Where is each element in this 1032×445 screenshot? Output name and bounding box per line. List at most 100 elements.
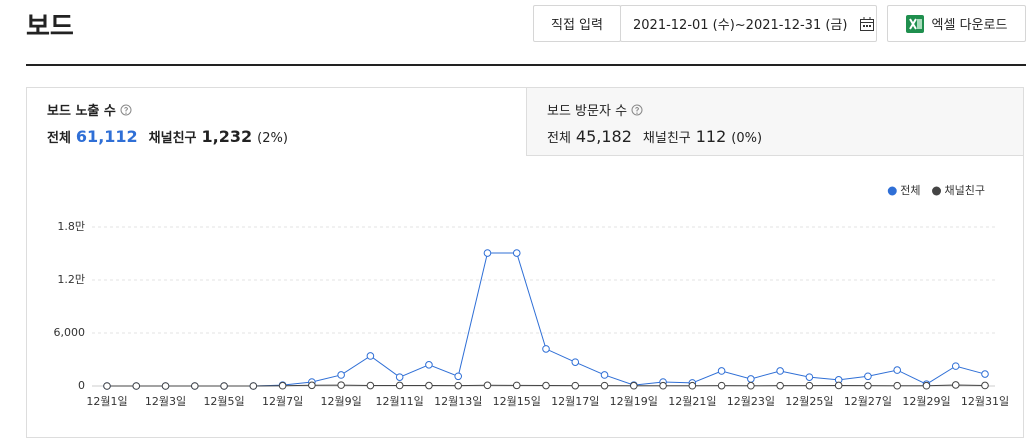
data-point [454, 372, 463, 381]
x-tick-label: 12월5일 [203, 394, 244, 408]
data-point [776, 381, 784, 390]
y-tick-label: 1.2만 [57, 273, 85, 286]
series-line [107, 252, 986, 387]
data-point [864, 372, 872, 381]
x-tick-label: 12월31일 [961, 394, 1009, 408]
legend-marker [932, 186, 942, 196]
tab-title: 보드 방문자 수 [547, 104, 628, 119]
data-point [425, 361, 433, 369]
y-tick-label: 0 [78, 379, 85, 392]
friends-share: (0%) [731, 131, 763, 146]
data-point [571, 381, 580, 390]
x-tick-label: 12월7일 [262, 394, 303, 408]
data-point [981, 370, 989, 378]
data-point [834, 381, 843, 390]
help-icon[interactable] [631, 104, 643, 116]
data-point [600, 371, 609, 379]
data-point [776, 367, 784, 375]
x-tick-label: 12월3일 [145, 394, 186, 408]
help-icon[interactable] [120, 104, 132, 116]
data-point [454, 381, 463, 390]
data-point [717, 381, 726, 390]
tab-title: 보드 노출 수 [47, 104, 116, 119]
legend-label: 전체 [900, 184, 920, 197]
data-point [805, 381, 814, 390]
data-point [249, 382, 258, 390]
data-point [366, 352, 375, 360]
data-point [951, 362, 960, 370]
data-point [747, 381, 755, 390]
data-point [659, 381, 667, 390]
data-point [717, 367, 726, 375]
total-value: 45,182 [575, 127, 632, 146]
page-title: 보드 [26, 12, 74, 42]
divider [26, 64, 1026, 66]
data-point [483, 249, 492, 257]
data-point [366, 381, 375, 390]
data-point [395, 381, 404, 390]
data-point [893, 366, 902, 374]
tab-visitors[interactable]: 보드 방문자 수 전체 45,182 채널친구 112 (0%) [526, 88, 1023, 156]
excel-icon [905, 14, 924, 33]
download-label: 엑셀 다운로드 [931, 18, 1008, 33]
date-mode: 직접 입력 [551, 18, 603, 33]
x-tick-label: 12월17일 [551, 394, 599, 408]
y-tick-label: 1.8만 [57, 220, 85, 233]
x-tick-label: 12월25일 [785, 394, 833, 408]
data-point [483, 381, 492, 390]
data-point [981, 381, 989, 390]
x-tick-label: 12월13일 [434, 394, 482, 408]
data-point [922, 381, 931, 390]
data-point [191, 382, 199, 390]
stats-card: 보드 노출 수 전체 61,112 채널친구 1,232 (2%) 보드 방문자 수 전… [26, 87, 1024, 438]
date-range: 2021-12-01 (수)~2021-12-31 (금) [633, 18, 848, 33]
data-point [542, 345, 550, 353]
legend-marker [887, 186, 897, 196]
data-point [600, 381, 609, 390]
calendar-icon [860, 16, 875, 31]
data-point [630, 381, 638, 390]
friends-label: 채널친구 [148, 131, 197, 146]
y-tick-label: 6,000 [54, 326, 86, 339]
date-mode-button[interactable]: 직접 입력 [533, 5, 621, 42]
data-point [132, 382, 141, 390]
tab-impressions[interactable]: 보드 노출 수 전체 61,112 채널친구 1,232 (2%) [27, 88, 526, 156]
x-tick-label: 12월29일 [902, 394, 950, 408]
x-tick-label: 12월23일 [727, 394, 775, 408]
data-point [337, 371, 345, 379]
friends-value: 1,232 [201, 127, 253, 146]
legend-label: 채널친구 [945, 184, 985, 197]
data-point [512, 381, 521, 390]
data-point [395, 373, 404, 381]
x-tick-label: 12월11일 [376, 394, 424, 408]
friends-value: 112 [695, 127, 727, 146]
data-point [161, 382, 170, 390]
data-point [308, 381, 316, 390]
x-tick-label: 12월27일 [844, 394, 892, 408]
x-tick-label: 12월15일 [493, 394, 541, 408]
data-point [337, 381, 345, 389]
total-value: 61,112 [75, 127, 138, 146]
data-point [805, 373, 814, 381]
data-point [425, 381, 433, 390]
data-point [951, 381, 960, 389]
date-range-picker[interactable]: 2021-12-01 (수)~2021-12-31 (금) [620, 5, 877, 42]
data-point [893, 381, 902, 390]
friends-label: 채널친구 [642, 131, 691, 146]
data-point [512, 249, 521, 257]
x-tick-label: 12월9일 [321, 394, 362, 408]
data-point [864, 381, 872, 390]
excel-download-button[interactable]: 엑셀 다운로드 [887, 5, 1026, 42]
data-point [688, 381, 697, 390]
data-point [747, 375, 755, 383]
x-tick-label: 12월1일 [86, 394, 127, 408]
friends-share: (2%) [257, 131, 288, 146]
x-tick-label: 12월21일 [668, 394, 716, 408]
total-label: 전체 [547, 131, 571, 146]
total-label: 전체 [47, 131, 71, 146]
data-point [103, 382, 111, 390]
x-tick-label: 12월19일 [610, 394, 658, 408]
data-point [278, 381, 287, 390]
